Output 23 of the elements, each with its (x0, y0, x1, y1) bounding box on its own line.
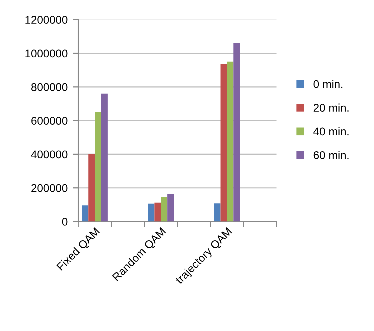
y-tick-label: 1000000 (26, 50, 68, 58)
legend-label: 20 min. (314, 104, 349, 112)
y-tick-label: 200000 (32, 184, 68, 192)
bar (148, 204, 155, 222)
bar (82, 206, 89, 222)
legend-label: 60 min. (314, 151, 349, 160)
bar (95, 112, 102, 222)
bar (234, 43, 240, 222)
bar (214, 204, 221, 222)
y-tick-label: 1200000 (26, 16, 68, 24)
y-tick-label: 400000 (31, 150, 68, 159)
bar (220, 64, 228, 222)
bar (161, 197, 168, 222)
y-tick-label: 0 (62, 218, 68, 226)
y-tick-label: 600000 (32, 117, 68, 125)
bar (168, 194, 174, 222)
bar (88, 154, 96, 222)
bar (102, 94, 108, 222)
y-tick-label: 800000 (32, 83, 68, 92)
bar (154, 202, 162, 222)
legend-label: 0 min. (314, 80, 343, 88)
bar (227, 62, 234, 222)
legend-label: 40 min. (314, 127, 349, 136)
